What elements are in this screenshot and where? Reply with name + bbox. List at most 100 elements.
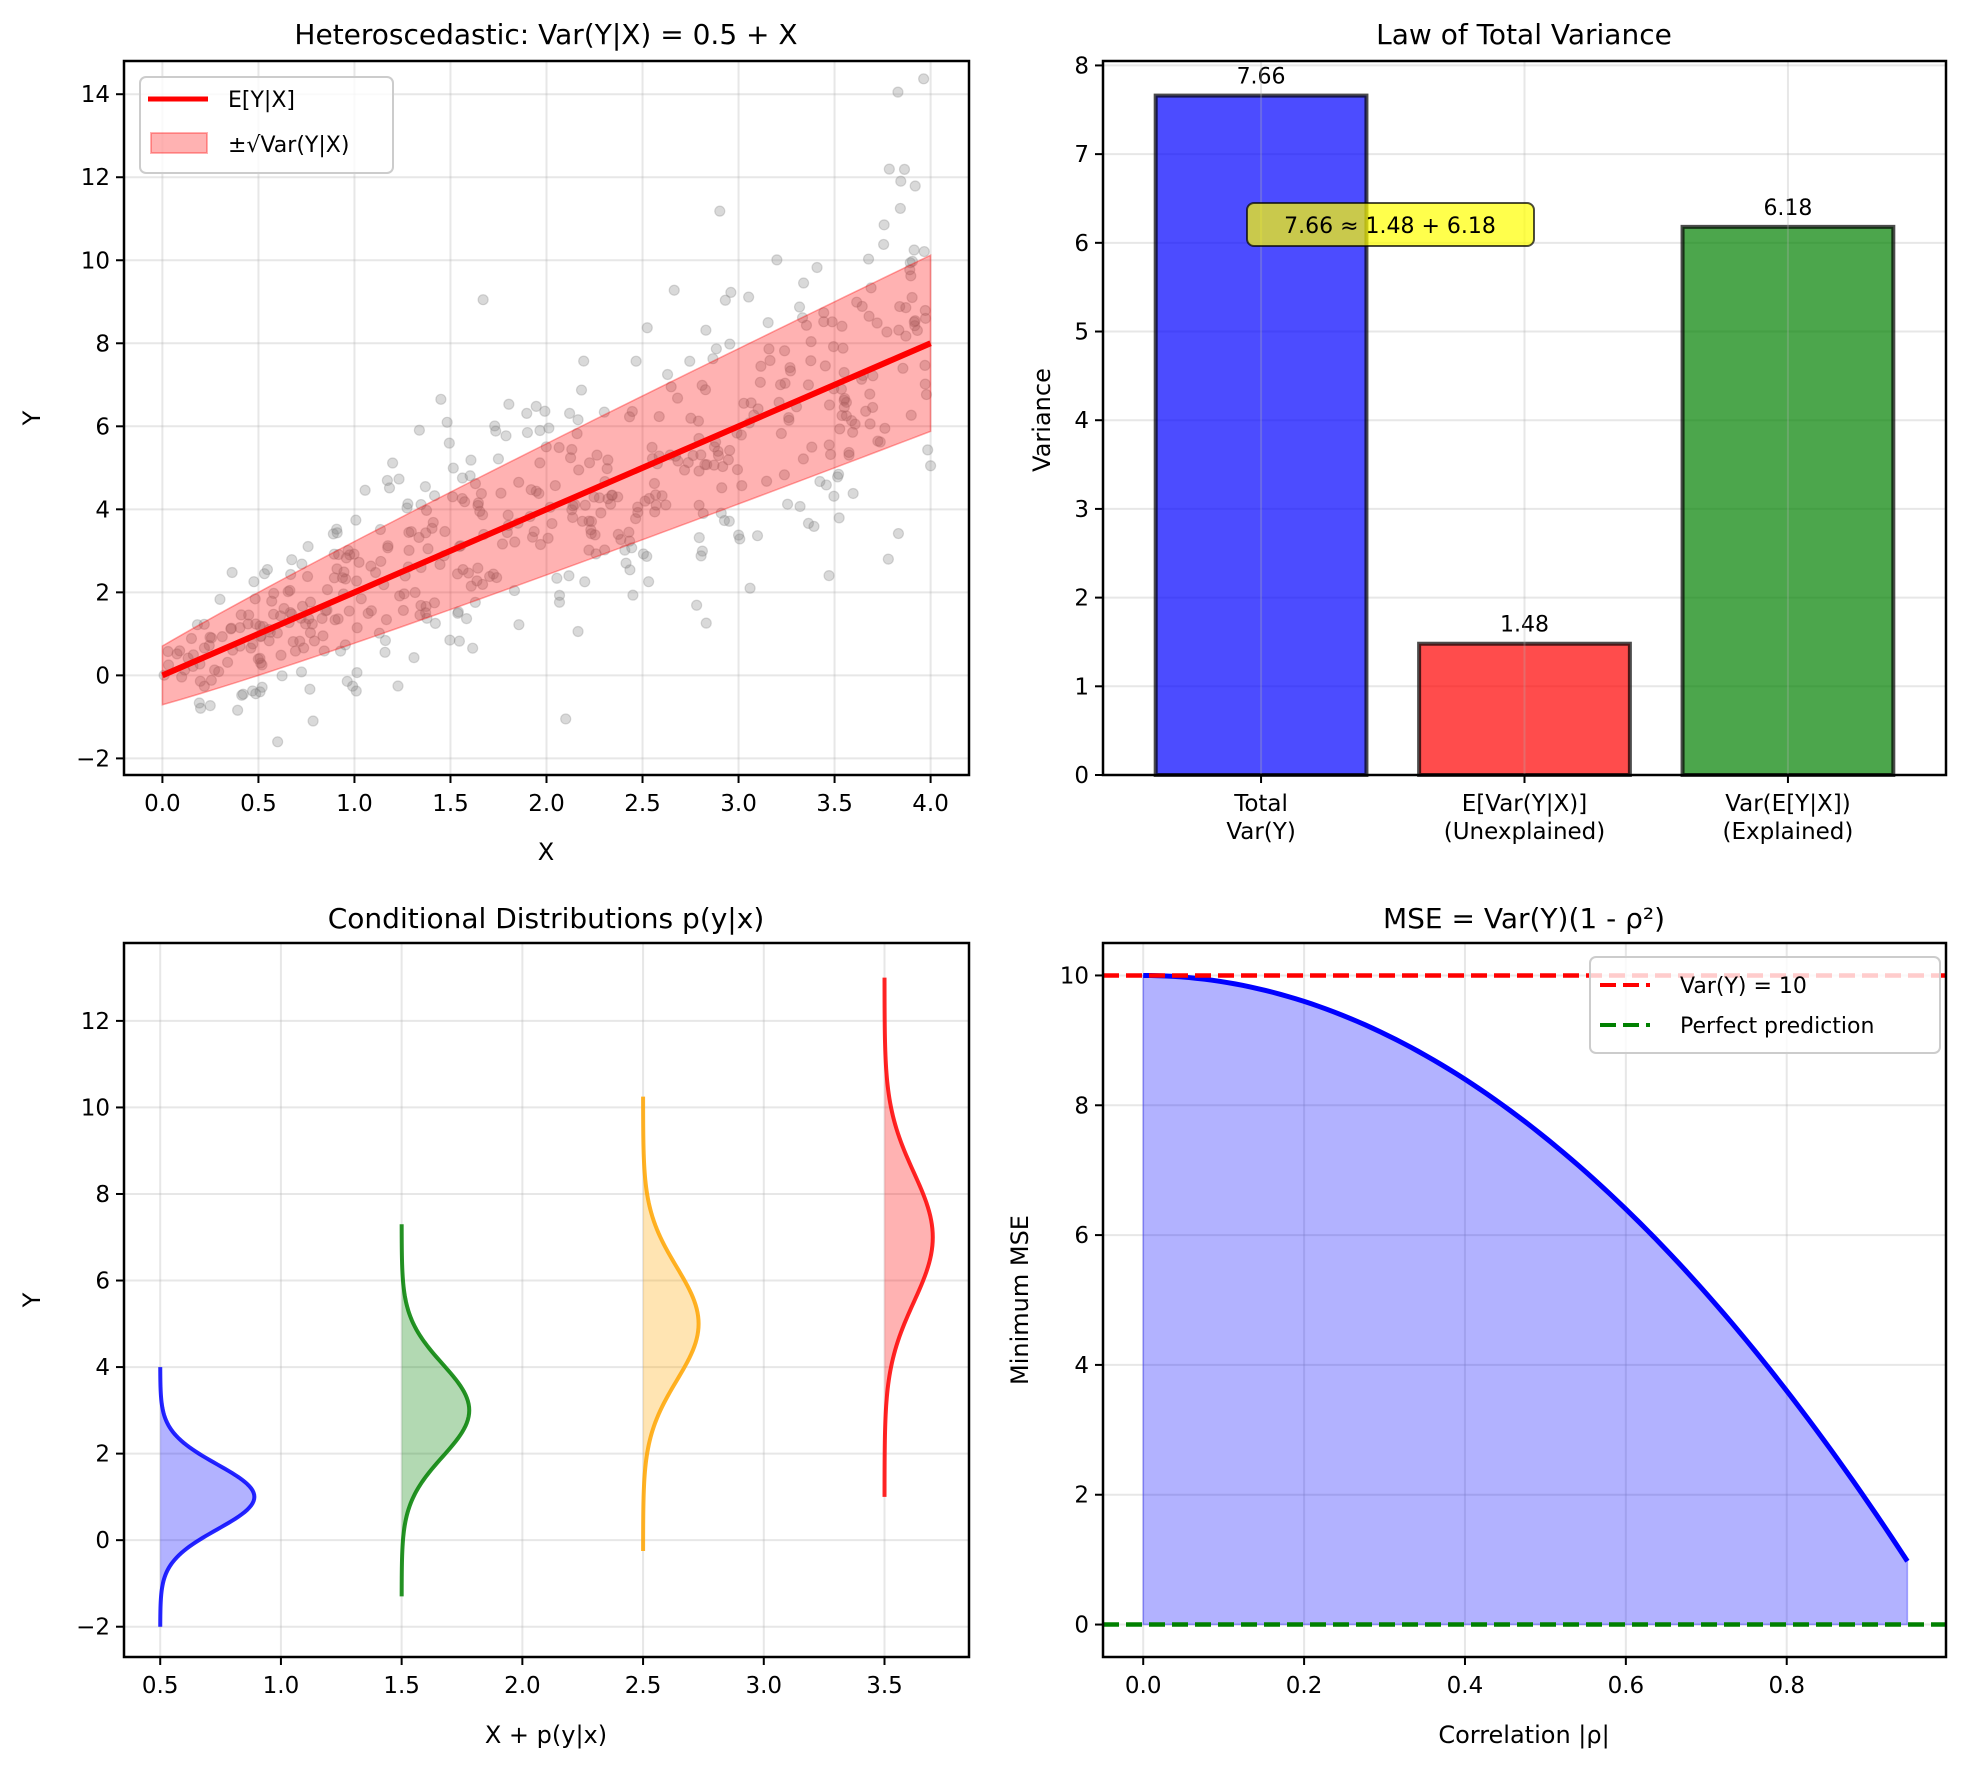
scatter-point [553, 596, 566, 608]
scatter-point [419, 481, 431, 493]
scatter-point [620, 557, 632, 569]
scatter-point [639, 495, 651, 507]
scatter-point [571, 428, 583, 440]
scatter-point [487, 568, 499, 580]
scatter-point [245, 642, 257, 654]
scatter-point [838, 394, 850, 406]
scatter-point [847, 426, 859, 438]
scatter-point [254, 686, 266, 698]
scatter-point [778, 345, 791, 357]
scatter-point [871, 317, 883, 329]
y-tick-label: 8 [1074, 53, 1089, 79]
scatter-point [198, 618, 210, 630]
scatter-point [379, 634, 392, 647]
scatter-point [298, 642, 310, 654]
x-tick-label: 0.4 [1447, 1673, 1484, 1699]
scatter-point [198, 680, 210, 692]
scatter-point [393, 473, 405, 485]
y-tick-label: 0 [95, 1528, 110, 1554]
scatter-point [805, 336, 817, 348]
scatter-point [619, 544, 631, 556]
scatter-point [834, 423, 846, 435]
scatter-point [500, 430, 512, 442]
scatter-point [879, 422, 891, 434]
scatter-point [779, 377, 791, 389]
scatter-point [285, 568, 297, 581]
x-tick-label: (Unexplained) [1444, 819, 1606, 845]
scatter-point [771, 254, 783, 266]
scatter-point [838, 401, 850, 413]
scatter-point [334, 645, 347, 657]
plot-marks [158, 977, 935, 1627]
scatter-point [542, 532, 554, 544]
scatter-point [808, 520, 820, 533]
scatter-point [492, 453, 505, 465]
y-tick-label: 4 [95, 497, 110, 523]
scatter-point [722, 454, 734, 466]
scatter-point [441, 416, 453, 428]
y-tick-label: 2 [1074, 586, 1089, 612]
scatter-point [629, 513, 642, 525]
panel-mse: MSE = Var(Y)(1 - ρ²) 0.0 0.2 0.4 0.6 0.8 0 2 4 6… [1006, 902, 1948, 1749]
y-tick-label: 6 [1074, 231, 1089, 257]
scatter-point [263, 635, 275, 647]
scatter-point [712, 445, 724, 457]
scatter-point [878, 238, 890, 251]
scatter-point [874, 436, 886, 448]
scatter-point [469, 478, 482, 490]
scatter-point [922, 444, 934, 456]
scatter-point [350, 575, 363, 587]
scatter-point [648, 477, 661, 490]
scatter-point [332, 613, 344, 625]
scatter-point [392, 680, 404, 692]
scatter-point [428, 597, 441, 609]
scatter-point [583, 544, 595, 556]
scatter-point [296, 600, 309, 612]
scatter-point [687, 449, 699, 462]
scatter-point [832, 468, 845, 480]
grid [124, 943, 969, 1657]
scatter-point [296, 558, 308, 570]
scatter-point [530, 400, 542, 412]
scatter-point [408, 652, 420, 664]
scatter-point [350, 514, 362, 526]
scatter-point [566, 504, 578, 516]
scatter-point [918, 245, 930, 258]
scatter-point [719, 294, 731, 306]
scatter-point [919, 378, 931, 390]
scatter-point [649, 506, 661, 518]
density-curve [158, 1367, 257, 1627]
scatter-point [612, 528, 624, 540]
y-axis-label: Variance [1028, 368, 1056, 472]
scatter-point [344, 549, 356, 561]
scatter-point [693, 465, 705, 477]
scatter-point [331, 563, 343, 575]
scatter-point [428, 490, 441, 502]
scatter-point [509, 536, 521, 548]
scatter-point [630, 355, 642, 367]
panel-heteroscedastic: Heteroscedastic: Var(Y|X) = 0.5 + X 0.0 0… [18, 18, 971, 866]
scatter-point [204, 700, 216, 712]
scatter-point [805, 355, 817, 367]
y-tick-label: 1 [1074, 674, 1089, 700]
scatter-point [724, 338, 736, 350]
scatter-point [920, 388, 933, 401]
scatter-point [415, 498, 427, 511]
scatter-point [394, 590, 406, 602]
scatter-point [646, 441, 658, 453]
scatter-point [575, 384, 588, 396]
x-tick-label: 3.0 [745, 1673, 782, 1699]
scatter-point [243, 609, 255, 621]
plot-frame [122, 941, 971, 1659]
scatter-point [712, 449, 725, 462]
y-tick-label: 8 [95, 1182, 110, 1208]
y-tick-label: 12 [81, 165, 110, 191]
scatter-point [911, 324, 923, 337]
scatter-point [540, 441, 552, 453]
scatter-point [308, 635, 321, 647]
scatter-point [606, 489, 618, 501]
scatter-point [623, 411, 636, 423]
scatter-point [205, 632, 218, 644]
scatter-point [221, 656, 234, 668]
